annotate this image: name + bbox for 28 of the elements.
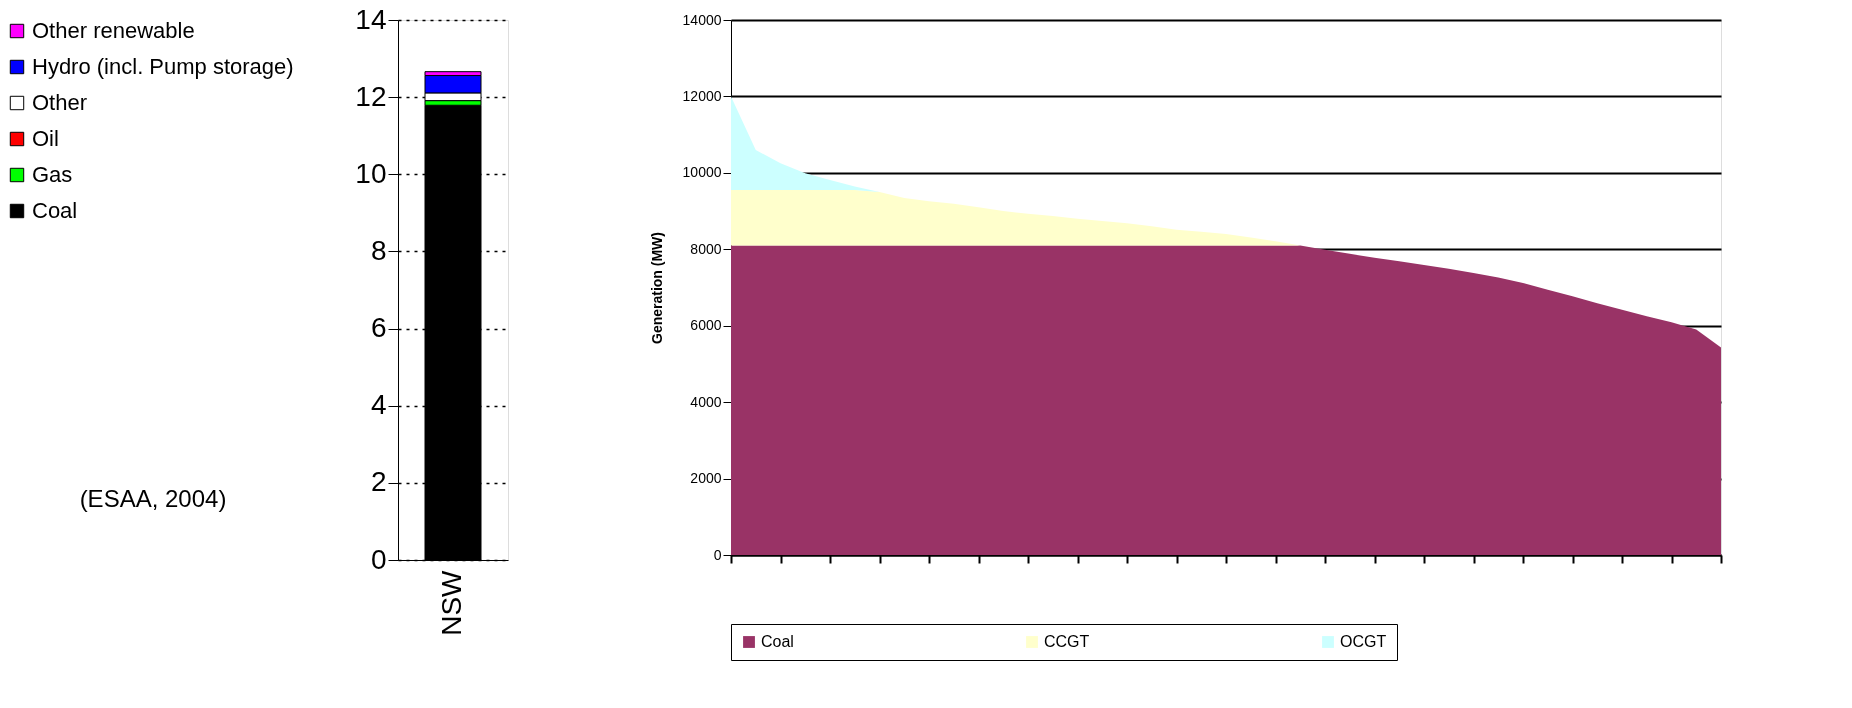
legend-label: Coal — [32, 198, 78, 223]
legend-label: Other — [32, 90, 88, 115]
y-tick-label: 8000 — [690, 240, 722, 257]
y-tick-label: 12 — [355, 80, 387, 112]
y-tick-label: 2 — [370, 466, 387, 498]
legend-label: Coal — [761, 633, 794, 650]
y-tick-label: 8 — [370, 234, 387, 266]
text: (ESAA, 2004) — [79, 485, 227, 512]
y-tick-label: 6000 — [690, 317, 722, 334]
x-tick-label: NSW — [436, 569, 467, 636]
y-tick-label: 4000 — [690, 393, 722, 410]
y-tick-label: 10 — [355, 157, 387, 189]
y-tick-label: 10000 — [682, 164, 722, 181]
y-tick-label: 0 — [713, 546, 722, 563]
legend-label: Hydro (incl. Pump storage) — [32, 54, 294, 79]
legend-label: Oil — [32, 126, 59, 151]
y-tick-label: 2000 — [690, 470, 722, 487]
legend-label: CCGT — [1044, 633, 1090, 650]
y-tick-label: 6 — [370, 312, 387, 344]
y-axis-title: Generation (MW) — [648, 232, 665, 344]
y-tick-label: 4 — [370, 389, 387, 421]
y-tick-label: 12000 — [682, 87, 722, 104]
legend-label: OCGT — [1340, 633, 1387, 650]
legend-label: Other renewable — [32, 18, 195, 43]
y-tick-label: 14000 — [682, 11, 722, 28]
y-tick-label: 0 — [370, 543, 387, 575]
legend-label: Gas — [32, 162, 73, 187]
y-tick-label: 14 — [355, 3, 387, 35]
